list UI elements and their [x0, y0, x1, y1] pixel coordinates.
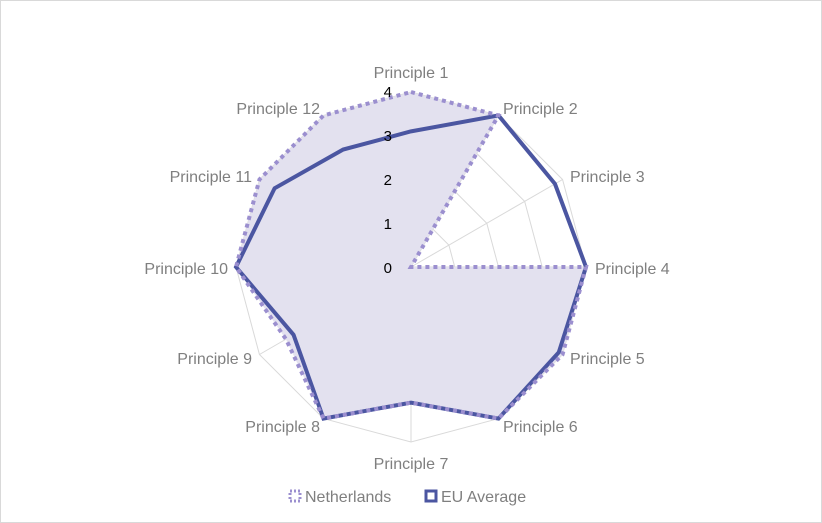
grid-spoke — [410, 179, 563, 268]
category-labels: Principle 1 Principle 2 Principle 3 Prin… — [144, 65, 669, 473]
category-label-principle-1: Principle 1 — [374, 65, 449, 82]
tick-label: 3 — [384, 128, 392, 145]
category-label-principle-3: Principle 3 — [570, 169, 645, 186]
series-line-netherlands — [233, 89, 589, 421]
legend: Netherlands EU Average — [288, 489, 526, 506]
tick-label: 2 — [384, 172, 392, 189]
category-label-principle-8: Principle 8 — [245, 419, 320, 436]
legend-item-netherlands[interactable]: Netherlands — [288, 489, 391, 506]
category-label-principle-2: Principle 2 — [503, 101, 578, 118]
legend-swatch-netherlands — [288, 489, 302, 503]
legend-label-eu-average: EU Average — [441, 489, 526, 506]
category-label-principle-12: Principle 12 — [236, 101, 320, 118]
legend-swatch-eu-average — [424, 489, 438, 503]
category-label-principle-11: Principle 11 — [170, 169, 253, 186]
radial-tick-labels: 0 1 2 3 4 — [384, 84, 392, 277]
tick-label: 0 — [384, 260, 392, 277]
category-label-principle-5: Principle 5 — [570, 351, 645, 368]
category-label-principle-4: Principle 4 — [595, 261, 670, 278]
category-label-principle-9: Principle 9 — [177, 351, 252, 368]
category-label-principle-7: Principle 7 — [374, 456, 449, 473]
tick-label: 1 — [384, 216, 392, 233]
series-area-netherlands — [236, 92, 586, 419]
category-label-principle-10: Principle 10 — [144, 261, 228, 278]
series-line-eu-average — [233, 113, 589, 421]
tick-label: 4 — [384, 84, 392, 101]
legend-label-netherlands: Netherlands — [305, 489, 391, 506]
series-line-layer — [233, 89, 589, 421]
series-fill-layer — [236, 92, 586, 419]
legend-item-eu-average[interactable]: EU Average — [424, 489, 526, 506]
category-label-principle-6: Principle 6 — [503, 419, 578, 436]
